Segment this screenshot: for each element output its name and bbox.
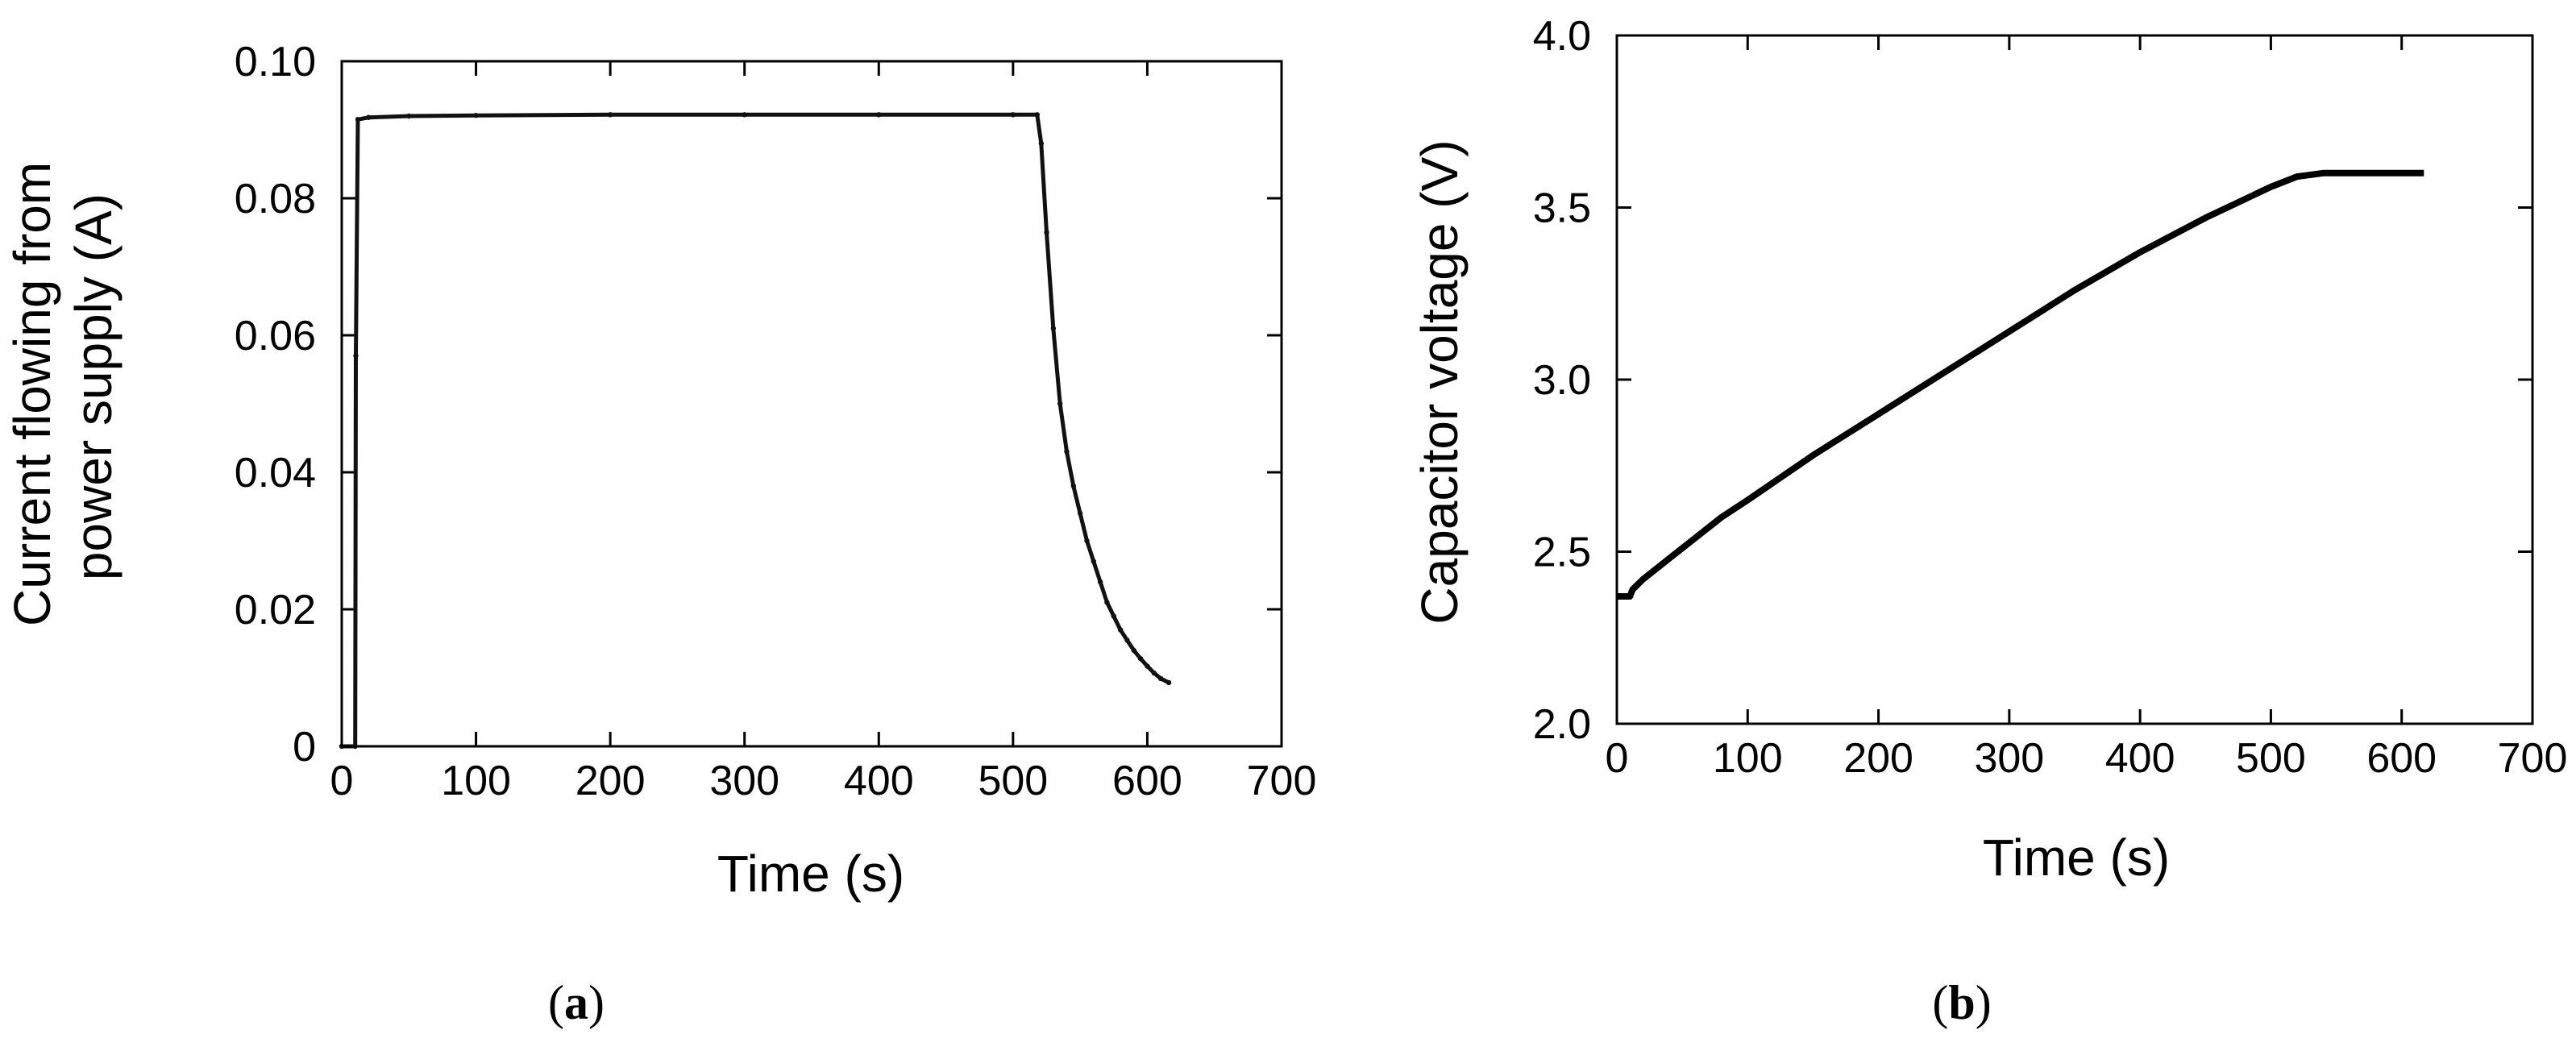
panel-a-data-point — [1104, 600, 1110, 605]
panel-a-data-point — [1084, 538, 1090, 544]
panel-a-label: (a) — [548, 976, 605, 1029]
panel-a-plot-frame — [340, 60, 1283, 748]
panel-a-data-point — [1044, 230, 1049, 235]
panel-a-y-tick-label: 0.10 — [235, 39, 316, 85]
panel-b-x-tick-label: 200 — [1843, 735, 1913, 782]
panel-a-data-point — [1111, 613, 1116, 619]
panel-a-y-tick-label: 0.08 — [235, 176, 316, 222]
panel-a-x-tick-label: 100 — [441, 758, 511, 804]
panel-a-data-point — [1034, 112, 1041, 118]
panel-a-data-point — [353, 353, 359, 359]
panel-b-x-tick-label: 400 — [2105, 735, 2175, 782]
panel-a-y-tick-labels: 0 0.02 0.04 0.06 0.08 0.10 — [235, 39, 316, 770]
panel-a-data-point — [406, 113, 412, 119]
panel-a-data-point — [1077, 510, 1083, 517]
panel-b-x-axis-title: Time (s) — [1983, 829, 2170, 887]
panel-a-y-tick-label: 0.06 — [235, 313, 316, 359]
panel-b-x-tick-label: 500 — [2236, 735, 2306, 782]
panel-a-data-point — [1124, 638, 1130, 643]
panel-a-y-tick-label: 0 — [293, 724, 316, 770]
panel-a-data-point — [1070, 483, 1077, 489]
panel-a-current-series-line — [342, 112, 1170, 749]
panel-b-voltage-series-line — [1617, 169, 2424, 600]
panel-b-chart: 0 100 200 300 400 500 600 700 2.0 2.5 3.0 3.5 4.0 T… — [1411, 13, 2567, 887]
panel-b-plot-frame — [1615, 34, 2534, 725]
panel-a-data-point — [1057, 401, 1063, 407]
panel-a-y-tick-label: 0.02 — [235, 587, 316, 633]
panel-a-x-tick-label: 300 — [709, 758, 779, 804]
panel-a-chart: 0 100 200 300 400 500 600 700 0 0.02 0.04 0.06 0.08… — [3, 39, 1316, 903]
panel-a-x-tick-label: 200 — [575, 758, 646, 804]
panel-a-data-point — [1064, 449, 1070, 455]
panel-a-y-axis-title: Current flowing from power supply (A) — [3, 147, 123, 626]
panel-a-x-tick-label: 500 — [978, 758, 1048, 804]
panel-a-x-tick-label: 600 — [1112, 758, 1182, 804]
panel-a-data-point — [1151, 670, 1157, 676]
panel-a-tick-marks — [340, 60, 1283, 748]
panel-a-data-point — [1010, 112, 1016, 118]
panel-a-data-point — [1097, 579, 1103, 585]
panel-a-data-point — [876, 112, 882, 118]
panel-b-x-tick-labels: 0 100 200 300 400 500 600 700 — [1606, 735, 2568, 782]
panel-b-x-tick-label: 600 — [2366, 735, 2437, 782]
panel-b-y-tick-label: 4.0 — [1533, 13, 1591, 60]
panel-b-x-tick-label: 0 — [1606, 735, 1629, 782]
panel-b-x-tick-label: 300 — [1974, 735, 2044, 782]
panel-a-data-point — [355, 117, 361, 123]
panel-a-x-axis-title: Time (s) — [717, 845, 904, 903]
panel-a-y-axis-title-line-2: power supply (A) — [64, 193, 123, 580]
panel-a-data-points — [339, 112, 1172, 750]
panel-a-y-tick-label: 0.04 — [235, 450, 316, 496]
panel-a-x-tick-labels: 0 100 200 300 400 500 600 700 — [330, 758, 1317, 804]
panel-a-x-tick-label: 700 — [1247, 758, 1317, 804]
panel-b-label: (b) — [1932, 976, 1991, 1029]
panel-b-x-tick-label: 700 — [2498, 735, 2568, 782]
panel-b-y-tick-label: 3.5 — [1533, 185, 1591, 232]
panel-a-data-point — [1145, 663, 1150, 669]
panel-a-data-point — [742, 112, 747, 118]
panel-a-data-point — [607, 112, 613, 118]
panel-a-data-point — [1137, 656, 1144, 662]
panel-a-x-tick-label: 0 — [330, 758, 354, 804]
panel-b-y-tick-label: 3.0 — [1533, 357, 1591, 404]
panel-a-data-point — [1091, 559, 1097, 564]
panel-b-tick-marks — [1615, 34, 2534, 725]
panel-b-y-axis-title: Capacitor voltage (V) — [1411, 139, 1469, 624]
panel-a-x-tick-label: 400 — [844, 758, 914, 804]
panel-b-y-tick-label: 2.0 — [1533, 701, 1591, 748]
panel-a-data-point — [1157, 675, 1164, 682]
panel-a-data-point — [473, 112, 479, 118]
panel-a-data-point — [1050, 326, 1057, 331]
panel-b-x-tick-label: 100 — [1713, 735, 1783, 782]
panel-a-data-point — [1117, 627, 1124, 633]
panel-a-data-point — [1131, 647, 1136, 654]
panel-a-y-axis-title-line-1: Current flowing from — [3, 162, 61, 626]
panel-a-data-point — [1165, 679, 1172, 686]
panel-b-y-tick-label: 2.5 — [1533, 530, 1591, 576]
panel-b-y-tick-labels: 2.0 2.5 3.0 3.5 4.0 — [1533, 13, 1591, 748]
panel-a-data-point — [366, 114, 372, 120]
panel-a-data-point — [1038, 140, 1045, 147]
